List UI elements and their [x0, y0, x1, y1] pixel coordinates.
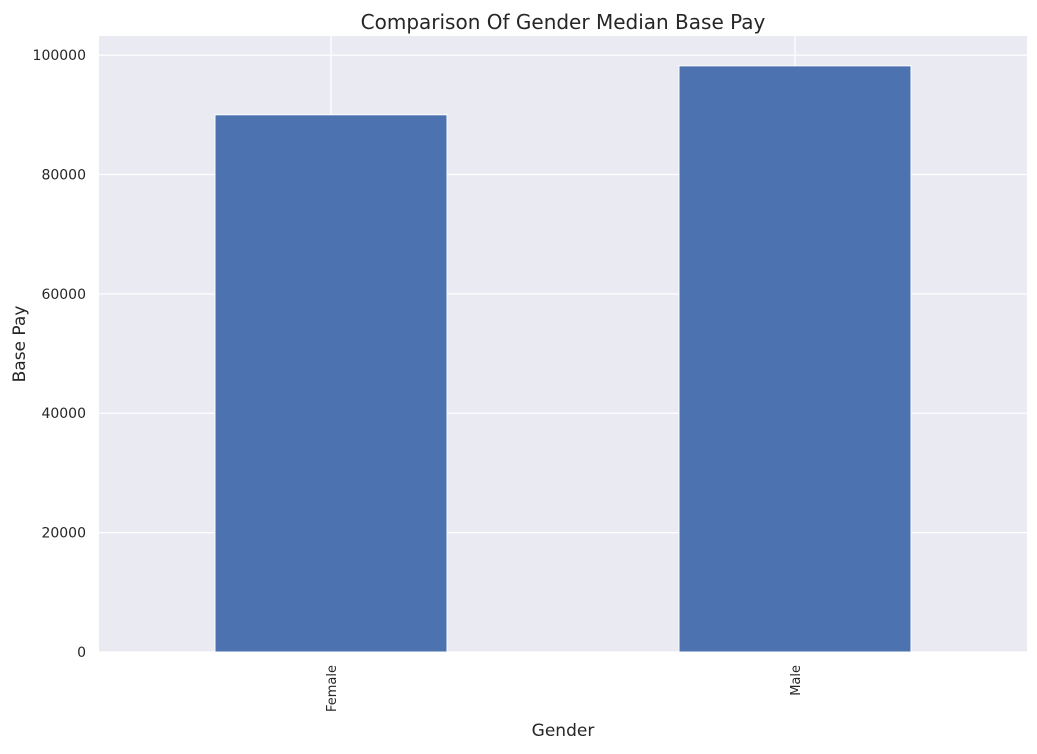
x-tick-label: Female: [325, 665, 340, 712]
bar-female: [214, 114, 448, 653]
y-tick-label: 80000: [41, 167, 86, 183]
x-tick-label: Male: [789, 665, 804, 696]
bar-male: [678, 65, 912, 653]
y-axis-ticks: 0 20000 40000 60000 80000 100000: [33, 48, 86, 661]
y-tick-label: 60000: [41, 287, 86, 303]
y-tick-label: 20000: [41, 526, 86, 542]
y-axis-label: Base Pay: [10, 306, 30, 383]
y-tick-label: 0: [77, 645, 86, 661]
chart-title: Comparison Of Gender Median Base Pay: [361, 10, 766, 34]
y-tick-label: 40000: [41, 406, 86, 422]
bars: [214, 65, 912, 653]
x-axis-label: Gender: [532, 721, 595, 741]
y-tick-label: 100000: [33, 48, 86, 64]
x-axis-ticks: Female Male: [325, 665, 804, 712]
